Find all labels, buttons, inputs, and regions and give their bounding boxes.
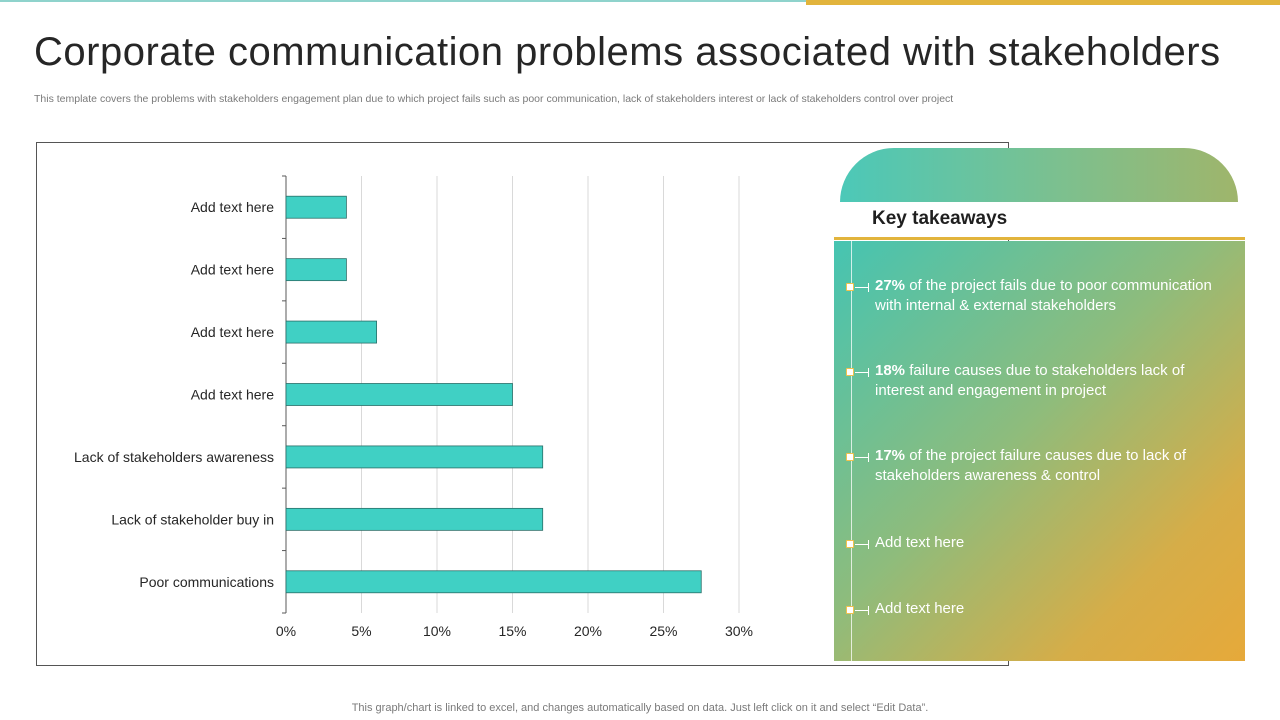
bullet-marker-icon — [846, 606, 854, 614]
takeaway-text: 18% failure causes due to stakeholders l… — [875, 361, 1237, 400]
category-label: Lack of stakeholders awareness — [74, 449, 274, 465]
x-tick-label: 10% — [423, 623, 451, 639]
bullet-connector-end — [868, 606, 869, 615]
takeaway-text: 17% of the project failure causes due to… — [875, 446, 1237, 485]
x-tick-label: 5% — [351, 623, 371, 639]
chart-container[interactable]: Add text here Add text here Add text here A… — [36, 142, 1009, 666]
takeaway-description: Add text here — [875, 534, 965, 551]
takeaway-item: Add text here — [846, 534, 1236, 580]
bullet-connector-end — [868, 540, 869, 549]
bullet-marker-icon — [846, 453, 854, 461]
takeaway-percent: 27% — [875, 277, 906, 294]
x-tick-label: 20% — [574, 623, 602, 639]
bar[interactable] — [285, 258, 347, 282]
x-tick-label: 0% — [276, 623, 296, 639]
takeaway-text: Add text here — [875, 599, 1237, 619]
category-label: Add text here — [191, 324, 274, 340]
bullet-marker-icon — [846, 283, 854, 291]
bullet-connector-end — [868, 453, 869, 462]
takeaways-header — [834, 202, 1245, 238]
category-label: Poor communications — [139, 574, 274, 590]
bullet-connector — [855, 610, 869, 611]
takeaways-header-dome — [840, 148, 1238, 202]
bullet-connector — [855, 287, 869, 288]
bar[interactable] — [285, 195, 347, 219]
top-accent-line-teal — [0, 0, 806, 2]
takeaway-percent: 17% — [875, 447, 906, 464]
x-tick-label: 25% — [649, 623, 677, 639]
takeaway-item: Add text here — [846, 600, 1236, 646]
takeaway-percent: 18% — [875, 362, 906, 379]
takeaway-item: 18% failure causes due to stakeholders l… — [846, 362, 1236, 408]
takeaways-divider — [834, 237, 1245, 240]
bar[interactable] — [285, 445, 544, 469]
takeaway-text: 27% of the project fails due to poor com… — [875, 276, 1237, 315]
takeaways-timeline-line — [851, 241, 852, 661]
bullet-connector — [855, 457, 869, 458]
page-title: Corporate communication problems associa… — [34, 30, 1221, 74]
category-label: Add text here — [191, 262, 274, 278]
bullet-marker-icon — [846, 368, 854, 376]
takeaway-description: of the project fails due to poor communi… — [875, 277, 1212, 314]
category-label: Add text here — [191, 387, 274, 403]
bullet-connector-end — [868, 283, 869, 292]
bar[interactable] — [285, 383, 513, 406]
bullet-connector — [855, 372, 869, 373]
takeaways-title: Key takeaways — [872, 208, 1008, 229]
bar[interactable] — [285, 320, 377, 344]
takeaway-description: Add text here — [875, 600, 965, 617]
takeaway-description: failure causes due to stakeholders lack … — [875, 362, 1185, 399]
bullet-marker-icon — [846, 540, 854, 548]
takeaway-text: Add text here — [875, 533, 1237, 553]
bar[interactable] — [285, 570, 702, 594]
x-tick-label: 15% — [498, 623, 526, 639]
bullet-connector — [855, 544, 869, 545]
category-label: Lack of stakeholder buy in — [111, 511, 274, 527]
top-accent-line-gold — [806, 0, 1280, 5]
category-label: Add text here — [191, 199, 274, 215]
footer-note: This graph/chart is linked to excel, and… — [351, 702, 929, 714]
bar[interactable] — [285, 507, 544, 531]
bullet-connector-end — [868, 368, 869, 377]
takeaway-item: 27% of the project fails due to poor com… — [846, 277, 1236, 323]
page-subtitle: This template covers the problems with s… — [34, 93, 954, 105]
takeaways-panel — [834, 241, 1245, 661]
takeaway-description: of the project failure causes due to lac… — [875, 447, 1187, 484]
bar-chart[interactable]: Add text here Add text here Add text here A… — [37, 143, 1008, 665]
takeaway-item: 17% of the project failure causes due to… — [846, 447, 1236, 493]
x-tick-label: 30% — [725, 623, 753, 639]
